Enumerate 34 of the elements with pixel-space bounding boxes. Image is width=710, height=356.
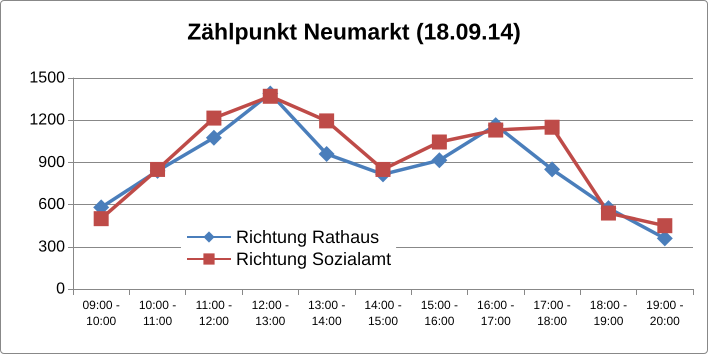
point: [488, 122, 504, 138]
x-tick-label: 19:00 - 20:00: [646, 298, 684, 328]
point: [544, 120, 560, 135]
x-tick-label: 14:00 - 15:00: [364, 298, 402, 328]
point: [544, 161, 560, 178]
x-tick-label: 12:00 - 13:00: [252, 298, 289, 328]
y-tick-label: 1200: [29, 112, 66, 129]
y-tick-label: 900: [38, 154, 66, 171]
point: [206, 110, 222, 126]
legend-label: Richtung Rathaus: [236, 227, 380, 247]
point: [262, 88, 278, 104]
legend-label: Richtung Sozialamt: [236, 249, 392, 269]
point: [432, 134, 447, 150]
x-tick-label: 13:00 - 14:00: [308, 298, 346, 328]
y-tick-label: 0: [56, 280, 66, 298]
point: [94, 211, 109, 226]
y-tick-label: 300: [38, 238, 66, 256]
chart-title: Zählpunkt Neumarkt (18.09.14): [187, 18, 521, 44]
point: [657, 218, 672, 234]
y-tick-label: 1500: [29, 70, 66, 86]
point: [600, 206, 616, 221]
x-tick-label: 09:00 - 10:00: [82, 298, 120, 328]
point: [318, 146, 335, 162]
y-tick-label: 600: [38, 196, 66, 214]
point: [376, 162, 390, 177]
x-tick-label: 11:00 - 12:00: [196, 298, 232, 328]
point: [206, 130, 222, 146]
x-tick-label: 16:00 - 17:00: [477, 298, 514, 328]
x-tick-label: 17:00 - 18:00: [533, 298, 571, 328]
x-tick-label: 15:00 - 16:00: [420, 298, 458, 328]
x-tick-label: 18:00 - 19:00: [590, 298, 628, 328]
point: [431, 152, 448, 168]
point: [319, 113, 334, 128]
x-tick-label: 10:00 - 11:00: [138, 298, 176, 328]
